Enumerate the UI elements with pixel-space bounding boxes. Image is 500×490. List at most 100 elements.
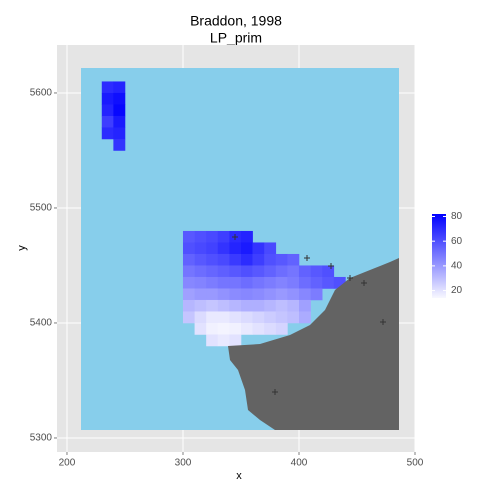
y-tick-label: 5400	[30, 318, 53, 329]
y-tick-label: 5300	[30, 433, 53, 444]
site-markers	[232, 234, 386, 395]
site-marker	[232, 234, 386, 395]
raster-cell	[287, 253, 300, 266]
raster-cell	[194, 322, 207, 335]
raster-cell	[113, 81, 126, 94]
raster-cell	[229, 322, 242, 335]
raster-cell	[182, 311, 195, 324]
x-tick-label: 500	[407, 458, 424, 469]
colorbar	[432, 214, 446, 298]
raster-cell	[287, 265, 300, 278]
raster-cell	[113, 138, 126, 151]
raster-cell	[194, 265, 207, 278]
raster-cell	[298, 265, 311, 278]
raster-cell	[264, 311, 277, 324]
raster-cell	[240, 311, 253, 324]
raster-cell	[101, 92, 114, 105]
raster-cell	[275, 276, 288, 289]
raster-cell	[287, 311, 300, 324]
raster-cell	[264, 253, 277, 266]
raster-cell	[206, 276, 219, 289]
raster-cell	[287, 299, 300, 312]
raster-cell	[113, 104, 126, 117]
raster-cell	[275, 253, 288, 266]
raster-cell	[252, 311, 265, 324]
raster-cell	[217, 322, 230, 335]
y-axis-title: y	[16, 245, 28, 251]
raster-cell	[206, 230, 219, 243]
x-tick-label: 200	[59, 458, 76, 469]
raster-cell	[229, 288, 242, 301]
raster-cell	[229, 334, 242, 347]
raster-cell	[275, 288, 288, 301]
legend: 20 40 60 80	[432, 211, 463, 296]
raster-cell	[252, 322, 265, 335]
land	[228, 258, 399, 430]
raster-cell	[333, 276, 346, 289]
raster	[101, 81, 346, 347]
raster-cell	[264, 288, 277, 301]
raster-cell	[182, 230, 195, 243]
raster-cell	[113, 92, 126, 105]
raster-cell	[229, 253, 242, 266]
colorbar-label: 80	[451, 211, 463, 222]
raster-cell	[310, 265, 323, 278]
raster-cell	[182, 253, 195, 266]
raster-cell	[240, 230, 253, 243]
raster-cell	[217, 288, 230, 301]
raster-cell	[298, 276, 311, 289]
raster-cell	[194, 253, 207, 266]
raster-cell	[264, 276, 277, 289]
x-tick-label: 400	[291, 458, 308, 469]
raster-cell	[101, 115, 114, 128]
raster-cell	[101, 104, 114, 117]
raster-cell	[217, 276, 230, 289]
raster-cell	[252, 299, 265, 312]
colorbar-label: 40	[451, 261, 463, 272]
raster-cell	[206, 334, 219, 347]
raster-cell	[229, 265, 242, 278]
colorbar-label: 20	[451, 285, 463, 296]
raster-cell	[194, 288, 207, 301]
raster-cell	[240, 253, 253, 266]
raster-cell	[322, 276, 335, 289]
raster-cell	[217, 230, 230, 243]
raster-cell	[206, 288, 219, 301]
raster-cell	[252, 288, 265, 301]
raster-cell	[287, 288, 300, 301]
raster-cell	[229, 311, 242, 324]
raster-cell	[240, 276, 253, 289]
raster-cell	[113, 115, 126, 128]
chart-title: Braddon, 1998	[190, 13, 282, 29]
raster-cell	[217, 242, 230, 255]
raster-cell	[310, 276, 323, 289]
raster-cell	[182, 242, 195, 255]
raster-cell	[252, 276, 265, 289]
raster-cell	[252, 253, 265, 266]
raster-cell	[101, 81, 114, 94]
raster-cell	[264, 242, 277, 255]
raster-cell	[322, 265, 335, 278]
raster-cell	[182, 276, 195, 289]
raster-cell	[217, 253, 230, 266]
raster-cell	[275, 265, 288, 278]
raster-cell	[229, 299, 242, 312]
raster-cell	[182, 265, 195, 278]
raster-cell	[194, 299, 207, 312]
raster-cell	[240, 288, 253, 301]
raster-cell	[101, 127, 114, 140]
raster-cell	[194, 276, 207, 289]
raster-cell	[240, 299, 253, 312]
raster-cell	[206, 253, 219, 266]
raster-cell	[252, 242, 265, 255]
raster-cell	[194, 311, 207, 324]
raster-cell	[240, 265, 253, 278]
raster-cell	[217, 311, 230, 324]
raster-cell	[298, 299, 311, 312]
raster-cell	[206, 311, 219, 324]
raster-cell	[275, 322, 288, 335]
raster-cell	[275, 299, 288, 312]
raster-cell	[287, 276, 300, 289]
raster-cell	[217, 265, 230, 278]
